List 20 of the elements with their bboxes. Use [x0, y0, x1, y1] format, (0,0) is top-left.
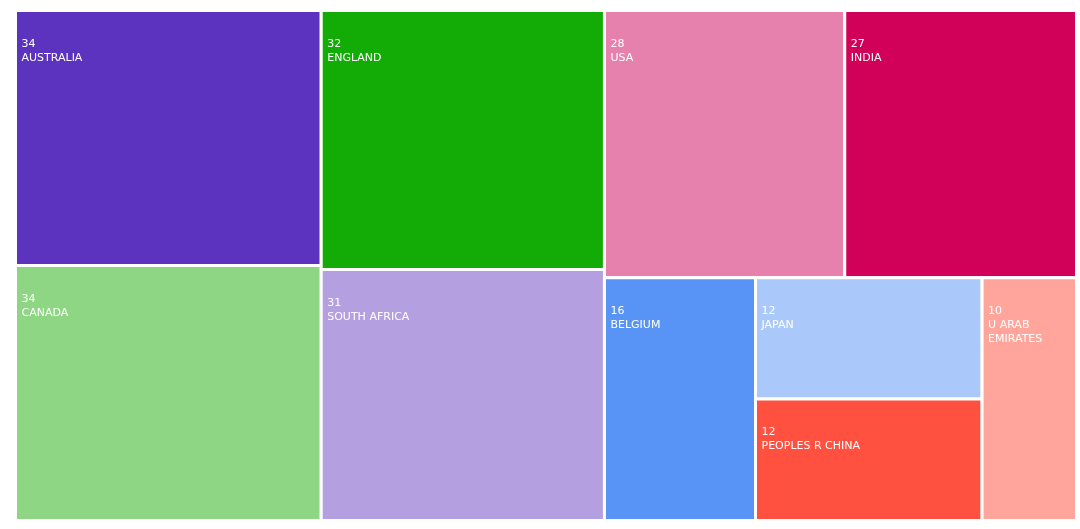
- category-label: U ARAB EMIRATES: [988, 317, 1043, 346]
- data-label: 32: [327, 36, 342, 50]
- category-label: BELGIUM: [610, 317, 661, 331]
- data-label: 16: [610, 303, 625, 317]
- data-label: 31: [327, 295, 342, 309]
- category-label: USA: [610, 50, 634, 64]
- category-label: PEOPLES R CHINA: [761, 439, 861, 453]
- category-label: JAPAN: [760, 317, 794, 331]
- category-label: ENGLAND: [327, 50, 382, 64]
- category-label: SOUTH AFRICA: [327, 309, 410, 323]
- data-label: 12: [761, 303, 776, 317]
- category-label: CANADA: [21, 305, 69, 319]
- data-label: 27: [850, 36, 865, 50]
- data-label: 28: [610, 36, 625, 50]
- data-label: 12: [761, 425, 776, 439]
- category-label: INDIA: [850, 50, 882, 64]
- data-label: 34: [21, 36, 36, 50]
- data-label: 10: [988, 303, 1003, 317]
- data-label: 34: [21, 291, 36, 305]
- category-label: AUSTRALIA: [21, 50, 83, 64]
